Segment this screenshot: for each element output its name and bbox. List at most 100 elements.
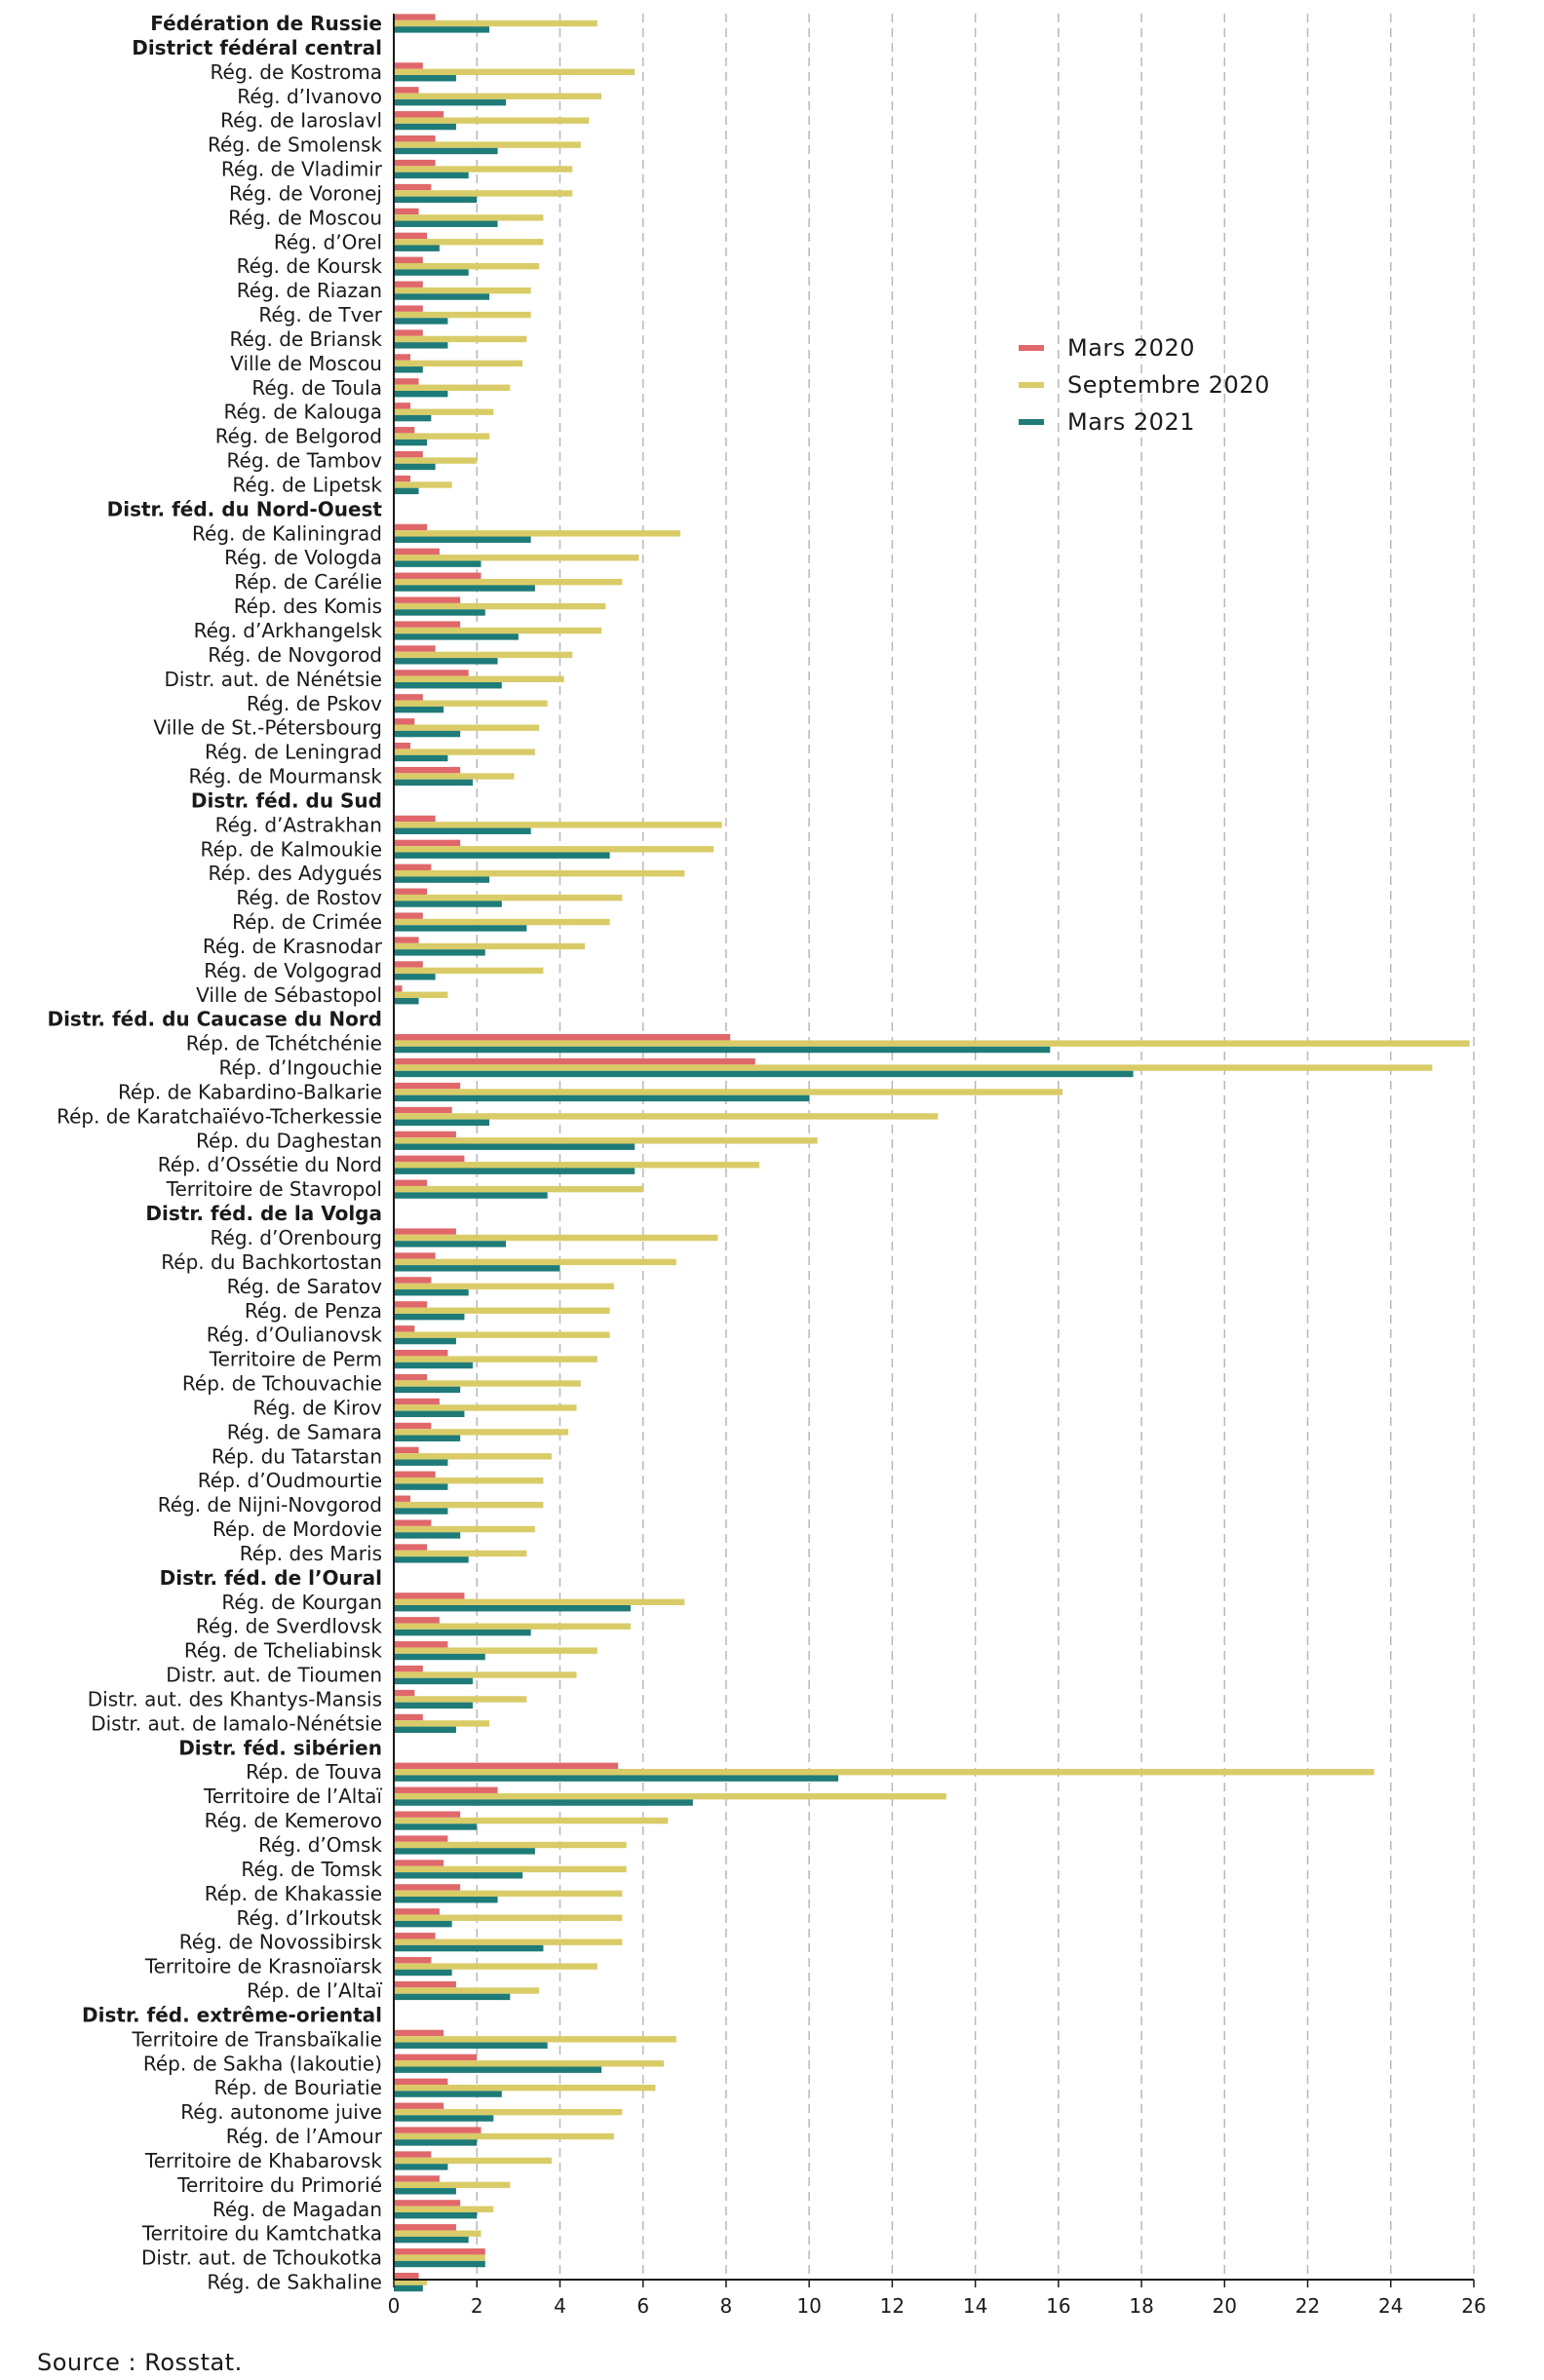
category-label: Rég. de Koursk: [237, 254, 383, 278]
bar-mars-2020: [394, 354, 411, 361]
bar-mars-2020: [394, 1786, 498, 1793]
category-label: Rég. de Saratov: [227, 1275, 383, 1298]
bar-septembre-2020: [394, 1598, 685, 1605]
bar-septembre-2020: [394, 1429, 568, 1436]
category-label: Rég. de Kourgan: [221, 1591, 382, 1614]
category-label: Rég. d’Orel: [274, 230, 382, 253]
bar-mars-2021: [394, 827, 531, 834]
bar-mars-2021: [394, 901, 502, 907]
bar-mars-2021: [394, 1775, 838, 1782]
bar-septembre-2020: [394, 2230, 482, 2237]
category-label: Rég. de Voronej: [229, 181, 382, 205]
bar-mars-2021: [394, 658, 498, 665]
category-label: Rég. de Briansk: [229, 327, 382, 351]
bar-septembre-2020: [394, 1792, 946, 1800]
bar-septembre-2020: [394, 2157, 552, 2165]
bar-septembre-2020: [394, 602, 606, 610]
bar-mars-2021: [394, 487, 419, 495]
bar-mars-2021: [394, 1192, 548, 1199]
bar-septembre-2020: [394, 894, 623, 902]
bar-mars-2021: [394, 2284, 423, 2292]
x-tick-label: 14: [963, 2294, 987, 2318]
bar-mars-2020: [394, 1155, 465, 1163]
category-label: Rég. d’Ivanovo: [237, 85, 382, 108]
bar-septembre-2020: [394, 1453, 552, 1460]
category-label: Rép. de Touva: [246, 1760, 382, 1784]
bar-septembre-2020: [394, 1404, 577, 1411]
bar-mars-2020: [394, 1665, 423, 1672]
bar-mars-2020: [394, 1519, 432, 1526]
category-header: Fédération de Russie: [150, 12, 382, 35]
bar-mars-2021: [394, 196, 478, 204]
bar-mars-2020: [394, 1422, 432, 1430]
category-label: Ville de Moscou: [230, 352, 382, 375]
bar-mars-2020: [394, 1762, 619, 1770]
bar-septembre-2020: [394, 675, 564, 683]
bar-septembre-2020: [394, 918, 610, 926]
bar-mars-2021: [394, 172, 469, 179]
category-label: Rég. de Tambov: [227, 449, 383, 473]
category-label: Rég. de Volgograd: [204, 959, 382, 982]
bar-mars-2021: [394, 852, 610, 859]
category-label: Rép. du Bachkortostan: [161, 1250, 382, 1274]
category-label: Rég. de Mourmansk: [188, 765, 382, 788]
category-label: Territoire de Perm: [209, 1348, 382, 1371]
bar-mars-2020: [394, 523, 428, 531]
bar-mars-2020: [394, 1908, 440, 1915]
category-label: Rég. de Toula: [251, 376, 382, 400]
bar-mars-2021: [394, 1944, 544, 1952]
category-label: Rég. de Moscou: [228, 206, 382, 229]
bar-mars-2021: [394, 98, 507, 106]
category-label: Rég. de Tver: [258, 303, 382, 326]
bar-septembre-2020: [394, 481, 452, 488]
bar-mars-2020: [394, 1617, 440, 1624]
category-label: Rég. d’Omsk: [258, 1833, 382, 1857]
bar-septembre-2020: [394, 1185, 643, 1193]
bar-mars-2021: [394, 925, 527, 932]
category-label: Rég. de Sverdlovsk: [196, 1615, 383, 1638]
category-header: Distr. féd. sibérien: [178, 1736, 382, 1759]
bar-septembre-2020: [394, 1113, 939, 1120]
bar-mars-2021: [394, 560, 482, 567]
bar-mars-2021: [394, 147, 498, 155]
bar-septembre-2020: [394, 1647, 598, 1654]
category-label: Distr. aut. de Tchoukotka: [141, 2246, 382, 2270]
bar-mars-2021: [394, 1508, 448, 1515]
bar-mars-2020: [394, 1860, 444, 1866]
category-label: Rép. de l’Altaï: [247, 1979, 382, 2003]
category-header: Distr. féd. extrême-oriental: [82, 2003, 382, 2026]
x-tick-label: 2: [471, 2294, 483, 2318]
bar-septembre-2020: [394, 967, 544, 975]
bar-mars-2021: [394, 1241, 507, 1248]
bar-mars-2021: [394, 2236, 469, 2244]
x-tick-label: 10: [796, 2294, 821, 2318]
category-label: Territoire de l’Altaï: [203, 1785, 382, 1808]
category-header: Distr. féd. de l’Oural: [160, 1566, 382, 1590]
bar-mars-2021: [394, 391, 448, 398]
category-label: Rép. de Kabardino-Balkarie: [118, 1080, 382, 1103]
bar-mars-2020: [394, 1034, 731, 1041]
bar-mars-2021: [394, 220, 498, 227]
bar-mars-2020: [394, 2272, 419, 2280]
bar-mars-2020: [394, 14, 436, 20]
bar-septembre-2020: [394, 1696, 527, 1703]
bar-septembre-2020: [394, 822, 722, 828]
bar-septembre-2020: [394, 433, 490, 440]
bar-mars-2020: [394, 1593, 465, 1599]
bar-septembre-2020: [394, 2108, 623, 2116]
category-label: Rég. de Rostov: [236, 886, 382, 909]
bar-mars-2021: [394, 949, 485, 956]
bar-mars-2021: [394, 1119, 490, 1126]
bar-mars-2021: [394, 585, 535, 592]
bar-mars-2021: [394, 2042, 548, 2049]
bar-mars-2020: [394, 645, 436, 652]
bar-mars-2020: [394, 1641, 448, 1648]
bar-mars-2020: [394, 1106, 452, 1114]
bar-mars-2020: [394, 1057, 755, 1065]
bar-mars-2020: [394, 718, 415, 725]
bar-septembre-2020: [394, 1162, 760, 1169]
gridlines: [476, 14, 1475, 2280]
bar-septembre-2020: [394, 93, 602, 99]
bar-mars-2021: [394, 269, 469, 276]
bar-mars-2021: [394, 730, 461, 738]
